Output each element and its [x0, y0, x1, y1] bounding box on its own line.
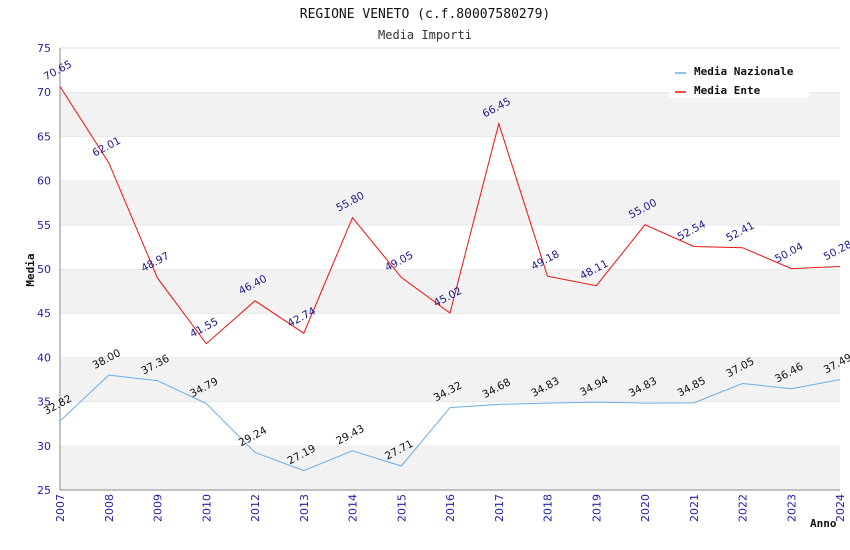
x-tick-label: 2008 [103, 494, 116, 522]
y-tick-label: 35 [37, 396, 51, 409]
y-tick-label: 70 [37, 86, 51, 99]
y-tick-label: 55 [37, 219, 51, 232]
x-tick-label: 2022 [737, 494, 750, 522]
y-tick-label: 75 [37, 42, 51, 55]
y-axis-label: Media [24, 253, 37, 286]
x-tick-label: 2023 [785, 494, 798, 522]
grid-band [60, 313, 840, 358]
x-tick-label: 2017 [493, 494, 506, 522]
grid-band [60, 136, 840, 181]
legend-label-media-ente: Media Ente [694, 84, 761, 97]
x-axis-label: Anno [810, 517, 837, 530]
x-tick-label: 2012 [249, 494, 262, 522]
x-tick-label: 2020 [639, 494, 652, 522]
x-tick-label: 2009 [152, 494, 165, 522]
grid-band [60, 92, 840, 137]
y-tick-label: 25 [37, 484, 51, 497]
x-tick-label: 2016 [444, 494, 457, 522]
legend-box [669, 60, 809, 98]
y-tick-label: 60 [37, 175, 51, 188]
grid-bands [60, 47, 840, 490]
x-tick-label: 2014 [347, 494, 360, 522]
x-tick-labels: 2007 2008 2009 2010 2012 2013 2014 2015 2016 2017… [54, 494, 847, 522]
grid-band [60, 445, 840, 490]
chart-title: REGIONE VENETO (c.f.80007580279) [300, 7, 550, 22]
grid-band [60, 357, 840, 402]
legend-label-media-nazionale: Media Nazionale [694, 65, 794, 78]
y-tick-label: 45 [37, 307, 51, 320]
series-lines [59, 86, 841, 472]
grid-band [60, 180, 840, 225]
x-tick-label: 2018 [542, 494, 555, 522]
y-tick-label: 65 [37, 130, 51, 143]
y-tick-labels: 25 30 35 40 45 50 55 60 65 70 75 [37, 42, 51, 497]
chart-subtitle: Media Importi [378, 28, 472, 42]
x-tick-label: 2007 [54, 494, 67, 522]
series-line-media-nazionale [59, 374, 841, 472]
y-tick-label: 30 [37, 440, 51, 453]
x-tick-label: 2021 [688, 494, 701, 522]
grid-band [60, 401, 840, 446]
grid-band [60, 269, 840, 314]
series-line-media-ente [59, 86, 841, 345]
y-tick-label: 40 [37, 351, 51, 364]
x-tick-label: 2019 [590, 494, 603, 522]
legend: Media Nazionale Media Ente [669, 60, 809, 98]
x-tick-label: 2015 [395, 494, 408, 522]
x-tick-label: 2013 [298, 494, 311, 522]
x-tick-label: 2010 [200, 494, 213, 522]
y-tick-label: 50 [37, 263, 51, 276]
x-tick-label: 2024 [834, 494, 847, 522]
